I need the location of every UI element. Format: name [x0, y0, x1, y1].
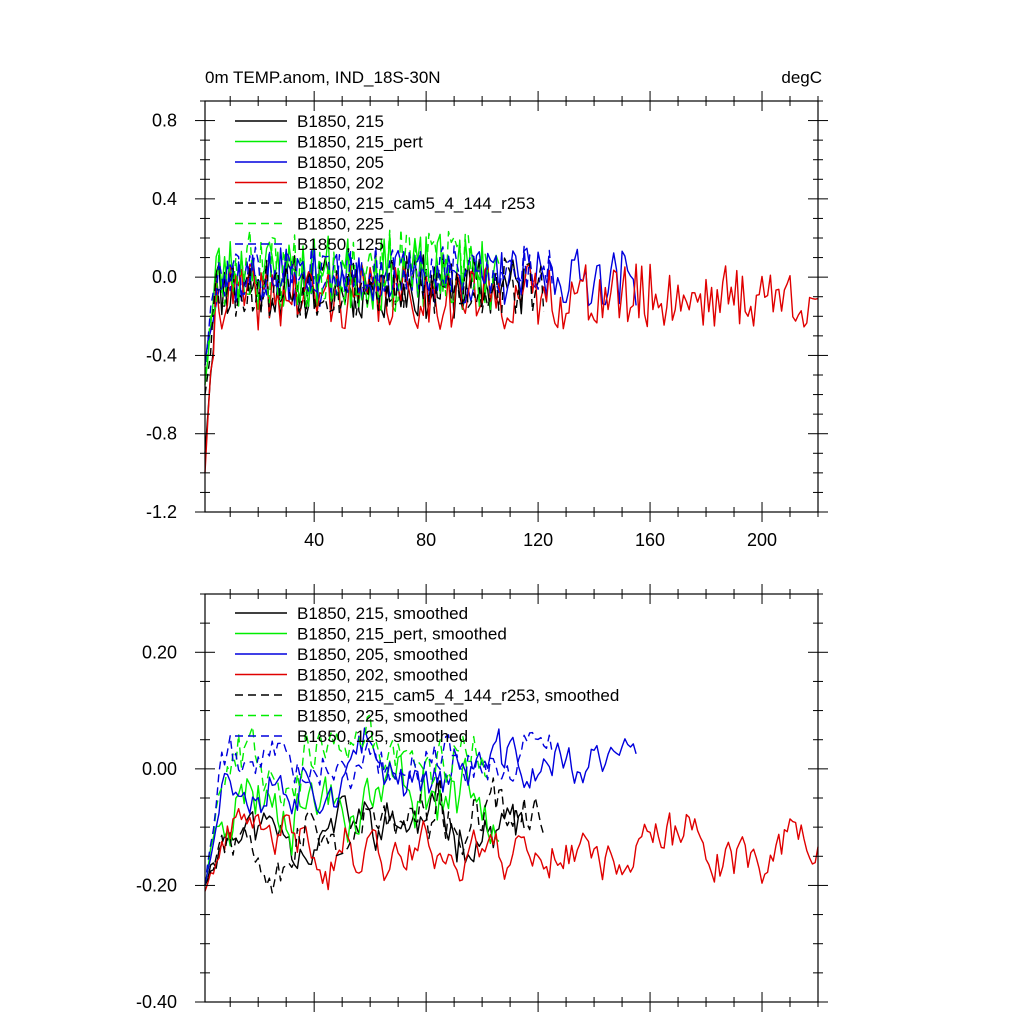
legend-label: B1850, 215_cam5_4_144_r253 [297, 194, 535, 213]
series-line-1 [204, 754, 500, 886]
legend-label: B1850, 215_pert, smoothed [297, 625, 507, 644]
x-tick-label: 120 [523, 530, 553, 550]
x-tick-label: 80 [416, 530, 436, 550]
x-tick-label: 160 [635, 530, 665, 550]
legend-label: B1850, 125 [297, 235, 384, 254]
y-tick-label: -0.8 [146, 424, 177, 444]
x-tick-label: 200 [747, 530, 777, 550]
y-tick-label: -0.20 [136, 875, 177, 895]
y-tick-label: 0.00 [142, 759, 177, 779]
plot-frame [204, 593, 819, 1003]
series-line-0 [204, 777, 525, 886]
series-line-3 [204, 808, 819, 892]
legend-label: B1850, 225, smoothed [297, 707, 468, 726]
panel-title: 0m TEMP.anom, IND_18S-30N [205, 68, 441, 87]
top-panel: 0m TEMP.anom, IND_18S-30N degC 40 80 120 16… [146, 68, 828, 550]
units-label: degC [781, 68, 822, 87]
legend-label: B1850, 215_cam5_4_144_r253, smoothed [297, 686, 619, 705]
y-tick-label: -0.40 [136, 992, 177, 1012]
series-line-4 [204, 777, 545, 894]
legend-label: B1850, 205 [297, 153, 384, 172]
y-tick-label: 0.8 [152, 111, 177, 131]
series-line-6 [204, 731, 553, 886]
legend-label: B1850, 202 [297, 174, 384, 193]
legend-label: B1850, 215 [297, 112, 384, 131]
y-tick-label: 0.4 [152, 189, 177, 209]
plot-frame [204, 100, 819, 513]
series-line-6 [204, 245, 553, 366]
y-tick-label: 0.0 [152, 267, 177, 287]
legend-label: B1850, 205, smoothed [297, 645, 468, 664]
series-line-3 [204, 263, 819, 473]
legend-label: B1850, 215, smoothed [297, 604, 468, 623]
y-tick-label: 0.20 [142, 642, 177, 662]
legend-label: B1850, 125, smoothed [297, 727, 468, 746]
y-tick-label: -0.4 [146, 345, 177, 365]
series-line-5 [204, 714, 489, 886]
legend-label: B1850, 215_pert [297, 133, 423, 152]
series-line-4 [204, 255, 545, 395]
series-line-5 [204, 228, 489, 376]
y-tick-label: -1.2 [146, 502, 177, 522]
x-tick-label: 40 [304, 530, 324, 550]
legend-label: B1850, 202, smoothed [297, 666, 468, 685]
bottom-panel: 0.20 0.00 -0.20 -0.40 B1850, 215, smoothed B… [136, 584, 828, 1012]
legend-label: B1850, 225 [297, 215, 384, 234]
series-line-2 [204, 727, 637, 886]
